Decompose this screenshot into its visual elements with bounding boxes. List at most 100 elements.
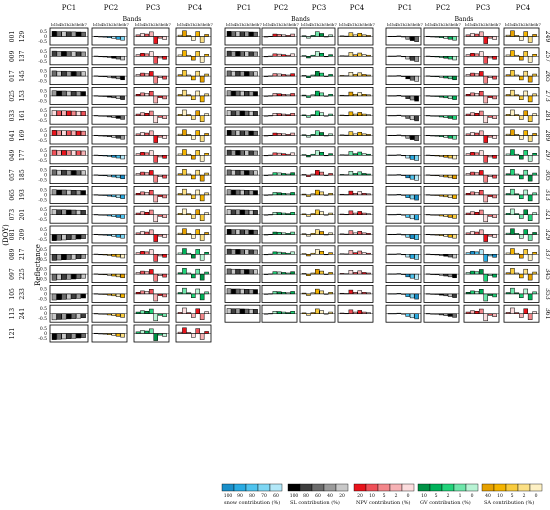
bar-mark bbox=[474, 251, 480, 255]
bar-mark bbox=[492, 155, 497, 159]
bar-mark bbox=[66, 51, 72, 57]
bar-mark bbox=[182, 268, 187, 275]
bar-mark bbox=[226, 31, 232, 37]
bar-mark bbox=[162, 313, 167, 317]
bar-mark bbox=[306, 214, 311, 217]
bar-mark bbox=[191, 254, 196, 259]
bar-mark bbox=[523, 51, 528, 57]
bar-mark bbox=[470, 191, 475, 196]
bar-mark bbox=[56, 209, 62, 215]
bar-mark bbox=[405, 313, 410, 317]
bar-mark bbox=[348, 131, 354, 136]
bar-mark bbox=[80, 273, 86, 279]
bar-mark bbox=[153, 214, 158, 223]
legend-tick: 5 bbox=[383, 493, 386, 499]
y-tick: 0 bbox=[44, 272, 47, 278]
bar-mark bbox=[182, 169, 187, 176]
bar-mark bbox=[510, 30, 515, 37]
doy-label: 049 bbox=[9, 149, 16, 161]
y-tick: 0 bbox=[44, 232, 47, 238]
bar-mark bbox=[519, 214, 524, 219]
bar-mark bbox=[240, 90, 245, 97]
bar-mark bbox=[56, 313, 62, 320]
bar-mark bbox=[240, 269, 245, 275]
bar-mark bbox=[66, 313, 72, 320]
legend-tick: 40 bbox=[327, 493, 333, 499]
bar-mark bbox=[361, 94, 367, 97]
bar-mark bbox=[510, 169, 515, 176]
bar-mark bbox=[231, 189, 236, 196]
bar-mark bbox=[111, 56, 116, 59]
bar-mark bbox=[272, 33, 278, 37]
bar-mark bbox=[235, 31, 241, 37]
bar-mark bbox=[191, 313, 196, 318]
bar-mark bbox=[414, 214, 419, 221]
bar-mark bbox=[226, 70, 232, 77]
bands-label: Bands bbox=[123, 16, 142, 23]
pc-header: PC1 bbox=[398, 4, 413, 12]
bar-mark bbox=[348, 171, 354, 176]
bar-mark bbox=[231, 268, 236, 275]
bar-mark bbox=[409, 273, 415, 279]
bar-mark bbox=[204, 291, 209, 295]
bar-mark bbox=[315, 71, 320, 77]
legend-tick: 20 bbox=[339, 493, 345, 499]
bar-mark bbox=[157, 135, 163, 138]
bar-mark bbox=[140, 211, 145, 215]
bar-mark bbox=[361, 54, 367, 57]
bar-mark bbox=[409, 155, 415, 160]
bar-mark bbox=[177, 331, 183, 334]
bar-mark bbox=[226, 308, 232, 314]
bar-mark bbox=[153, 56, 158, 64]
bar-mark bbox=[505, 114, 511, 116]
bar-mark bbox=[505, 292, 511, 295]
pc-header: PC3 bbox=[146, 4, 161, 12]
bar-mark bbox=[479, 130, 484, 136]
bar-mark bbox=[162, 56, 167, 60]
bar-mark bbox=[281, 74, 286, 77]
bar-mark bbox=[483, 36, 488, 44]
bar-mark bbox=[120, 115, 125, 120]
bar-mark bbox=[357, 290, 362, 295]
bar-mark bbox=[306, 273, 311, 276]
bar-mark bbox=[195, 268, 200, 275]
bar-mark bbox=[115, 155, 121, 159]
bar-mark bbox=[470, 270, 475, 275]
bar-mark bbox=[414, 135, 419, 141]
bar-mark bbox=[120, 155, 125, 160]
bar-mark bbox=[204, 311, 209, 314]
bar-mark bbox=[277, 93, 282, 97]
band-codes: b1b4b1b2b5b6b7 bbox=[505, 22, 541, 27]
bar-mark bbox=[248, 289, 254, 295]
bar-mark bbox=[523, 308, 528, 314]
bar-mark bbox=[353, 252, 358, 255]
bar-mark bbox=[527, 115, 533, 122]
bar-mark bbox=[319, 270, 324, 275]
bar-mark bbox=[195, 328, 200, 334]
doy-label: 041 bbox=[9, 130, 16, 141]
bar-mark bbox=[66, 90, 72, 97]
legend-tick: 80 bbox=[303, 493, 309, 499]
band-codes: b1b4b1b2b5b6b7 bbox=[226, 22, 262, 27]
bar-mark bbox=[195, 249, 200, 255]
bar-mark bbox=[487, 194, 493, 197]
bar-mark bbox=[470, 92, 475, 97]
bar-mark bbox=[244, 249, 249, 255]
bar-mark bbox=[348, 250, 354, 255]
bar-mark bbox=[240, 189, 245, 196]
bar-mark bbox=[120, 273, 125, 279]
band-codes: b1b4b1b2b5b6b7 bbox=[465, 22, 501, 27]
bar-mark bbox=[277, 192, 282, 196]
bar-mark bbox=[144, 73, 150, 77]
bar-mark bbox=[135, 113, 141, 116]
y-tick: -0.5 bbox=[38, 79, 47, 85]
bar-mark bbox=[523, 70, 528, 77]
bar-mark bbox=[414, 36, 419, 42]
doy-label: 001 bbox=[9, 31, 16, 42]
bar-mark bbox=[405, 214, 410, 218]
bar-mark bbox=[144, 113, 150, 116]
bar-mark bbox=[483, 75, 488, 84]
bar-mark bbox=[319, 171, 324, 176]
legend-swatch bbox=[323, 483, 337, 492]
